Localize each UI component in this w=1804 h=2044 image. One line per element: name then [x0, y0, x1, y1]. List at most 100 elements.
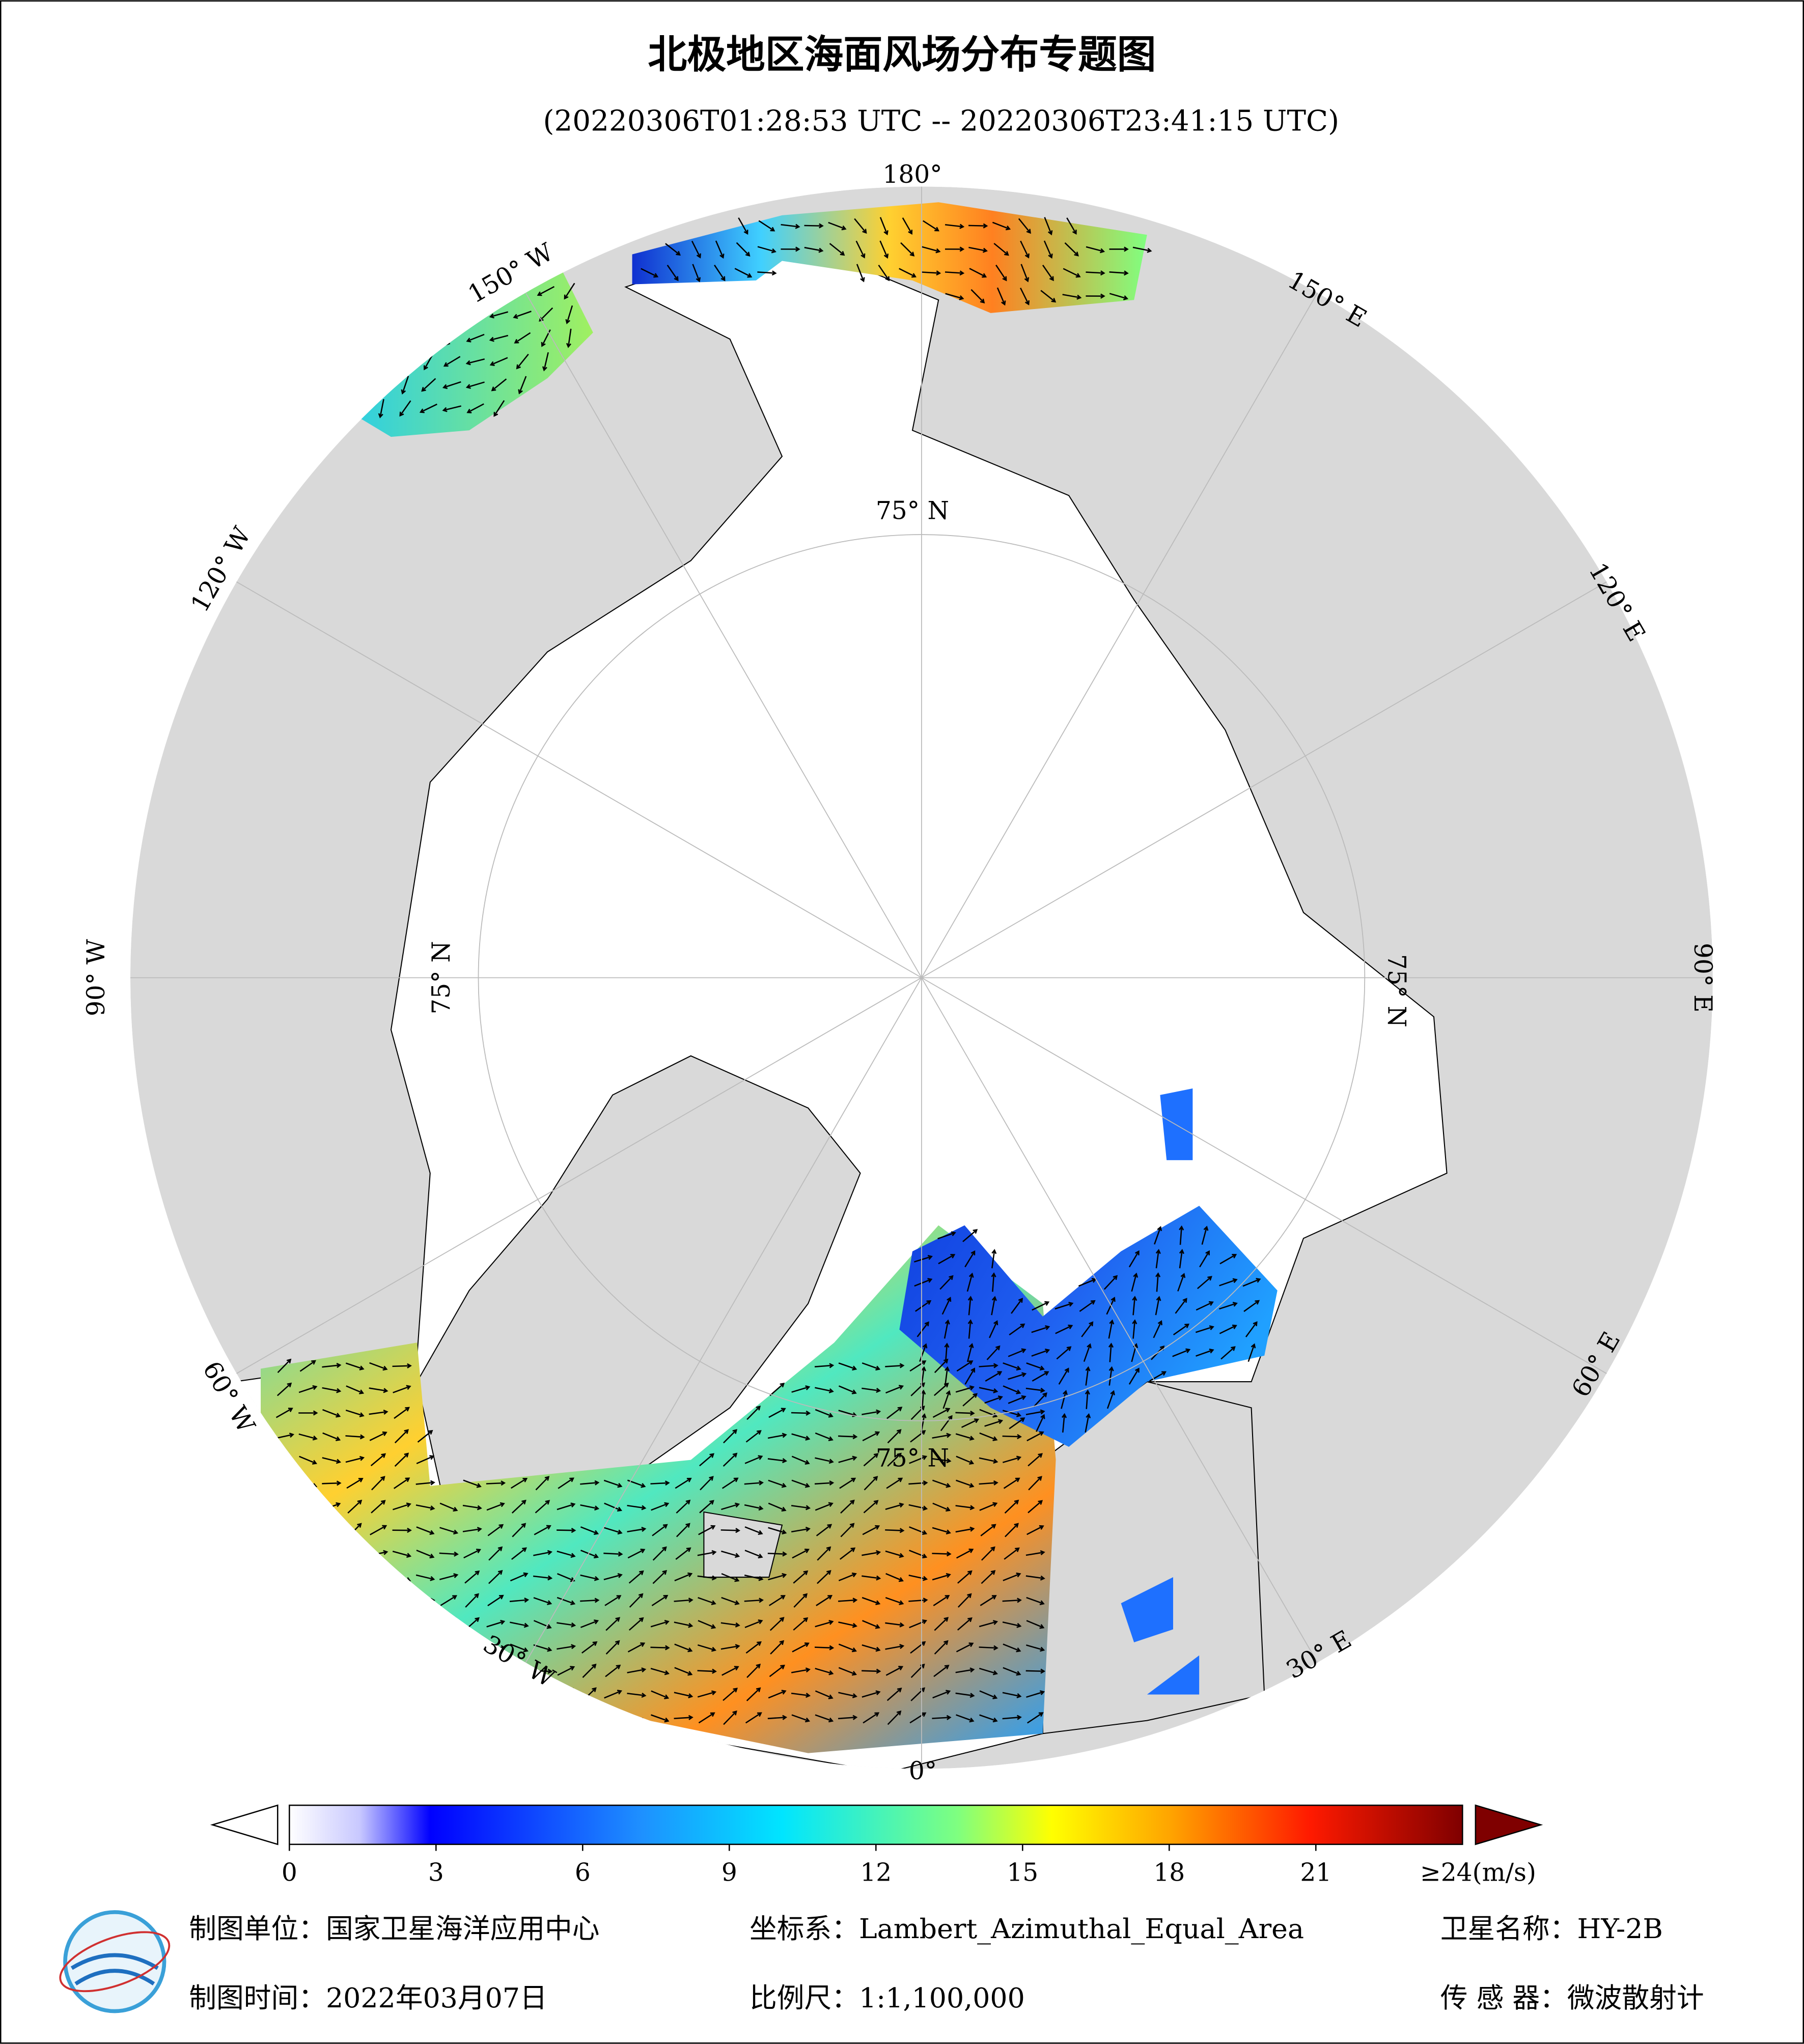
wind-arrow [863, 1453, 879, 1467]
wind-arrow [814, 1645, 835, 1650]
wind-arrow [1043, 240, 1053, 259]
wind-arrow [697, 1668, 717, 1674]
wind-arrow [791, 1410, 811, 1416]
wind-arrow [838, 1643, 857, 1653]
wind-arrow [791, 1714, 811, 1723]
wind-arrow [744, 1550, 763, 1559]
wind-arrow [415, 1480, 435, 1486]
wind-arrow [721, 1550, 740, 1558]
wind-arrow [580, 1598, 600, 1603]
wind-arrow [393, 1385, 411, 1393]
wind-arrow [439, 1551, 459, 1557]
wind-arrow [1025, 1668, 1046, 1674]
wind-arrow [557, 1666, 575, 1676]
colorbar-tick-label: 18 [1153, 1859, 1185, 1887]
wind-arrow [932, 1502, 951, 1512]
wind-arrow [652, 1524, 668, 1536]
wind-arrow [996, 287, 1006, 306]
wind-arrow [945, 293, 964, 300]
wind-arrow [416, 1550, 435, 1559]
wind-arrow [509, 1598, 530, 1603]
wind-arrow [371, 1500, 386, 1514]
wind-arrow [1025, 1387, 1045, 1393]
wind-arrow [558, 1688, 574, 1701]
wind-arrow [462, 1527, 482, 1532]
wind-arrow [721, 1597, 740, 1605]
wind-arrow [345, 1597, 365, 1603]
wind-arrow [466, 403, 484, 413]
wind-arrow [1002, 1715, 1022, 1720]
footer-scale: 比例尺：1:1,100,000 [750, 1982, 1025, 2014]
wind-arrow [855, 240, 866, 259]
wind-arrow [934, 1617, 949, 1631]
wind-arrow [932, 1551, 952, 1557]
wind-arrow [956, 1548, 974, 1559]
wind-arrow [1243, 1300, 1260, 1312]
wind-arrow [1028, 1453, 1043, 1467]
wind-arrow [322, 1387, 342, 1393]
wind-arrow [721, 1573, 740, 1582]
colorbar-under [210, 1804, 279, 1845]
wind-arrow [565, 305, 573, 324]
wind-arrow [1219, 1278, 1238, 1286]
wind-arrow [345, 1409, 365, 1417]
wind-arrow [322, 1480, 342, 1486]
wind-arrow [691, 240, 701, 259]
wind-arrow [345, 1362, 365, 1370]
colorbar-tick-label: 12 [860, 1859, 892, 1887]
wind-arrow [674, 1598, 693, 1603]
wind-arrow [979, 1667, 998, 1675]
colorbar: 0 3 6 9 12 15 18 21 ≥24(m/s) [210, 1804, 1543, 1887]
lon-label: 180° [882, 160, 942, 189]
wind-arrow [1005, 1523, 1019, 1537]
wind-arrow [466, 333, 485, 343]
wind-arrow [932, 1715, 952, 1720]
wind-arrow [535, 1476, 550, 1491]
wind-arrow [322, 1363, 342, 1368]
wind-arrow [464, 1570, 480, 1584]
wind-arrow [415, 1574, 435, 1581]
wind-swath [358, 267, 593, 437]
colorbar-bar [289, 1804, 1463, 1845]
wind-arrow [1031, 1325, 1050, 1333]
wind-arrow [1033, 1392, 1047, 1407]
wind-arrow [1026, 1525, 1044, 1535]
wind-arrow [793, 1593, 808, 1608]
wind-arrow [298, 1504, 318, 1510]
wind-arrow [1020, 264, 1030, 283]
wind-arrow [885, 1550, 904, 1558]
wind-arrow [838, 1598, 858, 1603]
wind-arrow [1128, 1250, 1140, 1268]
wind-arrow [542, 352, 549, 372]
wind-arrow [964, 1367, 976, 1385]
wind-arrow [1245, 1321, 1258, 1337]
wind-arrow [603, 1479, 623, 1488]
wind-arrow [641, 268, 659, 278]
wind-arrow [979, 1432, 998, 1441]
wind-arrow [1109, 246, 1129, 252]
wind-arrow [938, 1254, 956, 1265]
wind-arrow [767, 1715, 788, 1720]
wind-arrow [992, 221, 1011, 231]
wind-arrow [746, 1405, 761, 1420]
wind-arrow [885, 1644, 905, 1650]
wind-arrow [1219, 1324, 1237, 1334]
wind-arrow [371, 1476, 385, 1491]
wind-arrow [945, 246, 965, 252]
wind-arrow [885, 1385, 904, 1394]
wind-arrow [533, 1575, 553, 1581]
footer-unit: 制图单位：国家卫星海洋应用中心 [189, 1913, 599, 1945]
wind-arrow [955, 1410, 975, 1416]
wind-arrow [491, 378, 507, 391]
wind-arrow [885, 1573, 904, 1582]
wind-arrow [745, 1712, 762, 1724]
wind-arrow [968, 246, 988, 253]
wind-arrow [955, 1692, 975, 1698]
wind-arrow [1086, 246, 1105, 254]
footer-satellite: 卫星名称：HY-2B [1440, 1913, 1663, 1945]
wind-arrow [1103, 1275, 1118, 1290]
wind-arrow [1040, 290, 1057, 303]
wind-arrow [955, 1433, 975, 1441]
wind-arrow [700, 1476, 714, 1491]
wind-arrow [628, 1570, 644, 1584]
